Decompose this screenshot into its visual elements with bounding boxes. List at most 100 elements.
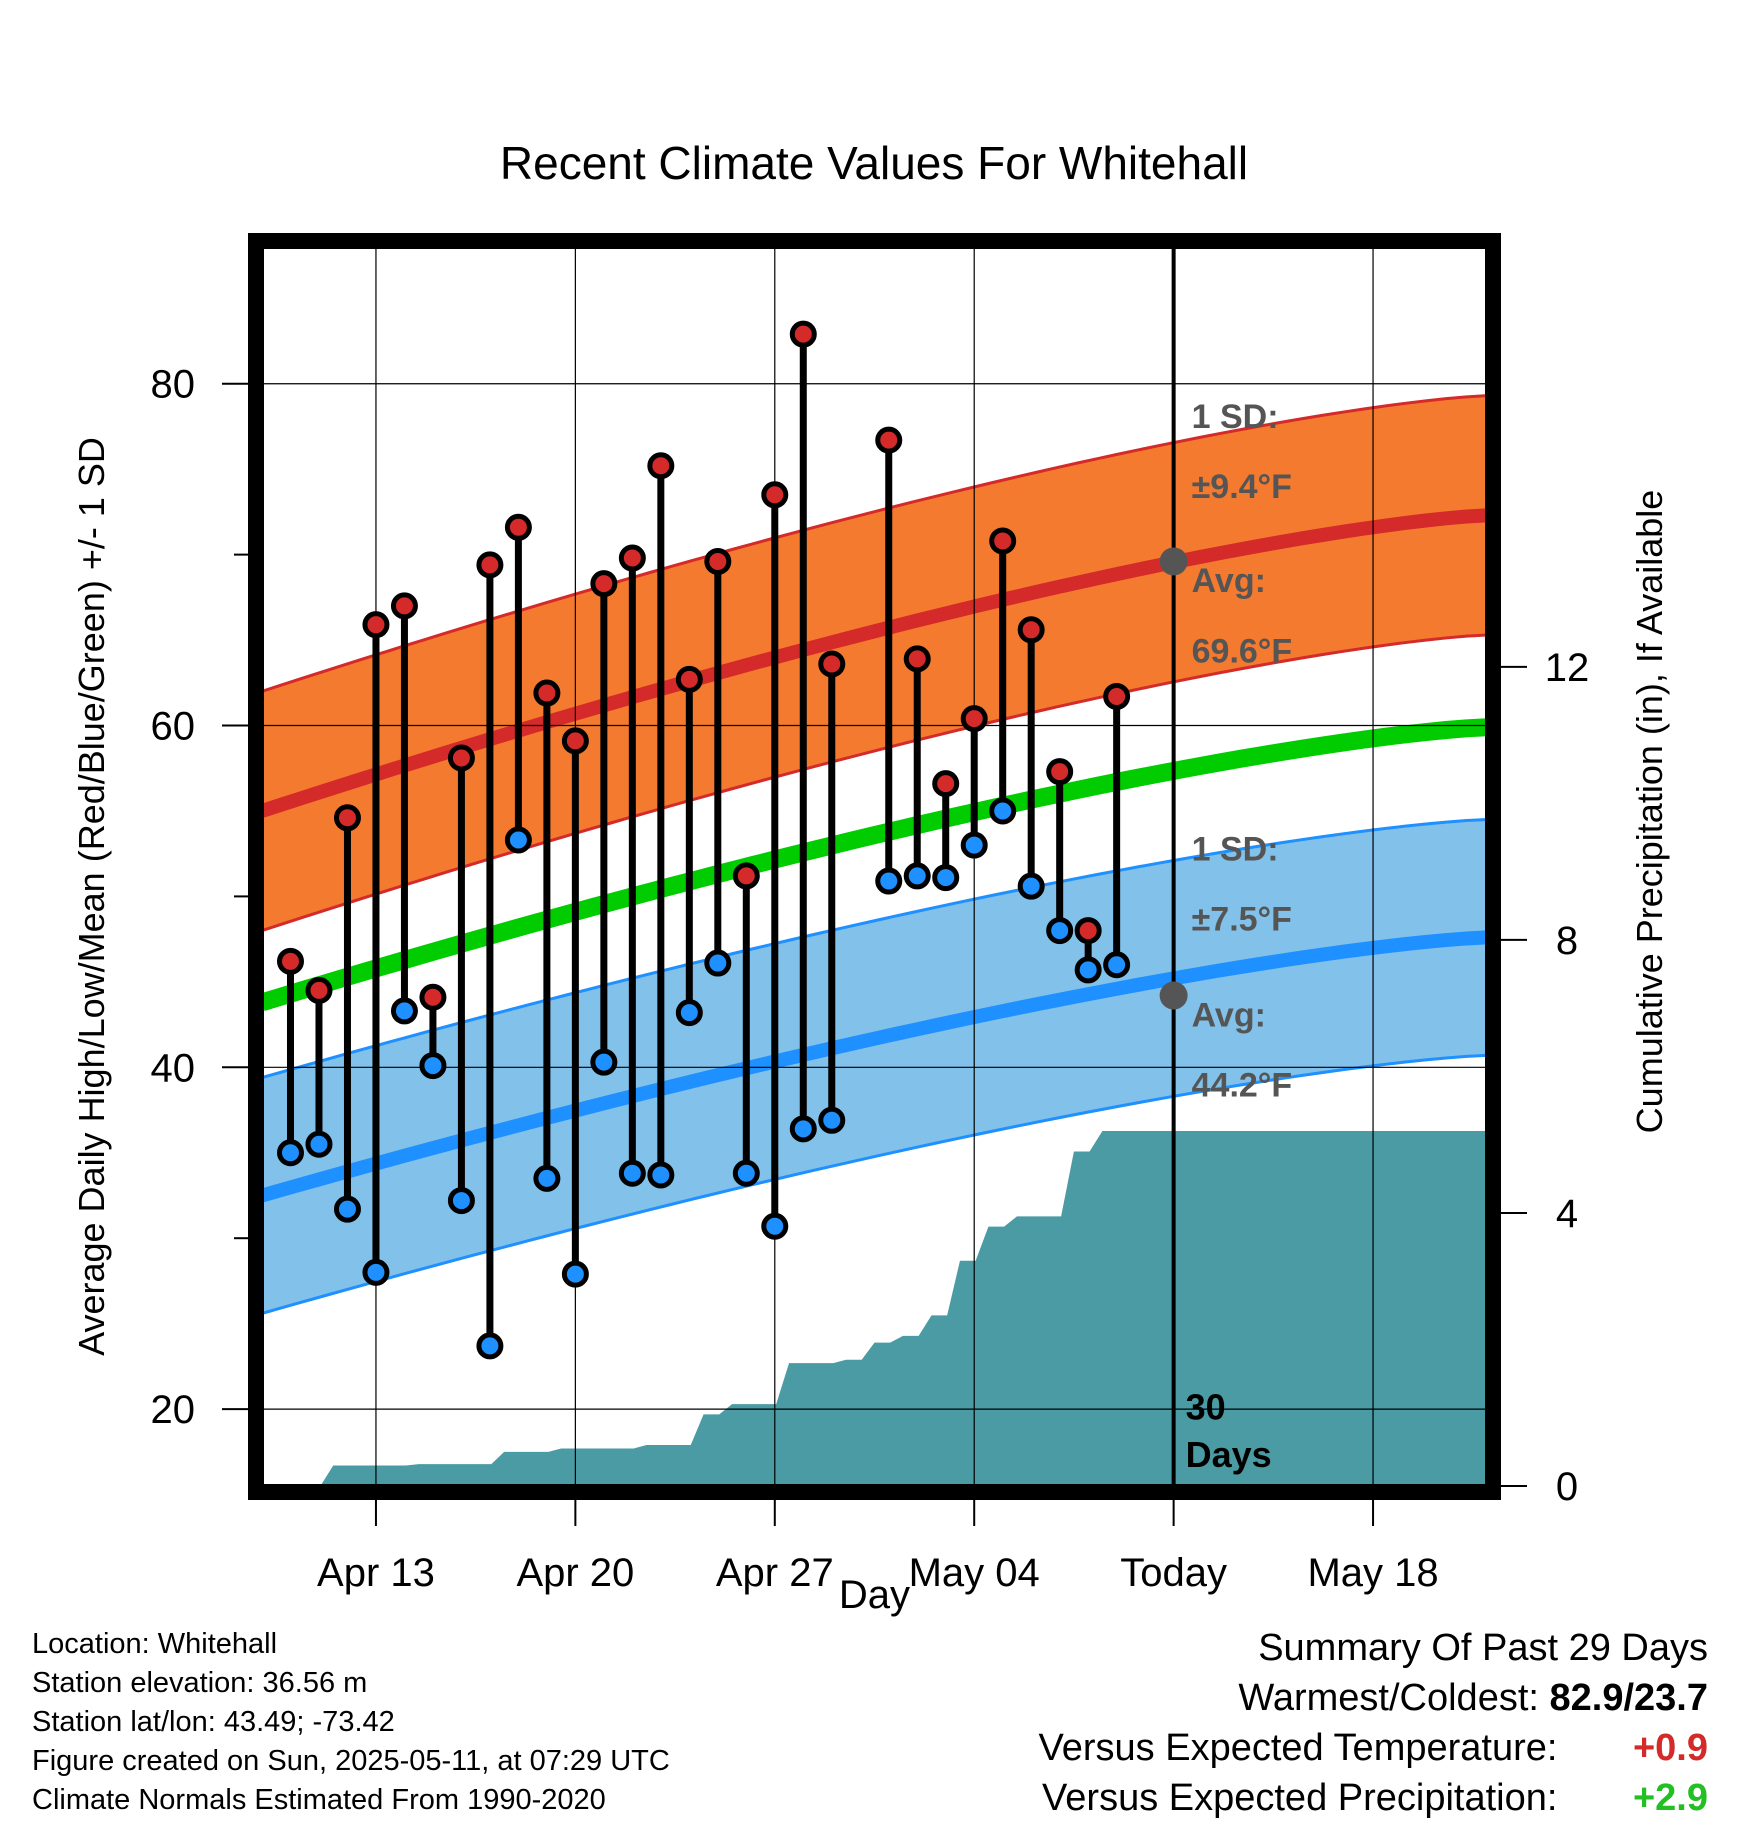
today-window-label-2: Days: [1186, 1434, 1272, 1475]
high-point: [590, 570, 618, 598]
high-point: [818, 650, 846, 678]
x-tick-label: Apr 13: [317, 1551, 435, 1595]
high-point: [1103, 682, 1131, 710]
temp-value: +0.9: [1632, 1727, 1708, 1769]
warm-cold-label: Warmest/Coldest:: [1238, 1677, 1539, 1719]
y-tick-label: 80: [151, 363, 196, 407]
low-point: [647, 1161, 675, 1189]
y2-tick-label: 4: [1556, 1192, 1578, 1236]
warm-cold-row: Warmest/Coldest: 82.9/23.7: [1039, 1673, 1708, 1723]
x-tick-label: May 04: [909, 1551, 1040, 1595]
high-point: [447, 744, 475, 772]
high-sd-band: [262, 395, 1487, 931]
low-point: [903, 862, 931, 890]
high-point: [618, 544, 646, 572]
high-point: [1017, 616, 1045, 644]
low-sd-lower-line: [262, 1053, 1487, 1315]
high-point: [875, 426, 903, 454]
low-point: [875, 867, 903, 895]
x-tick-label: May 18: [1307, 1551, 1438, 1595]
low-avg-value: 44.2°F: [1192, 1066, 1293, 1104]
plot-area: [262, 247, 1487, 1486]
high-sd-lower-line: [262, 633, 1487, 933]
chart-title: Recent Climate Values For Whitehall: [500, 137, 1248, 189]
high-point: [419, 983, 447, 1011]
low-sd-label: 1 SD:: [1192, 831, 1279, 869]
temp-label: Versus Expected Temperature:: [1038, 1727, 1558, 1769]
today-low-normal-marker: [1159, 981, 1188, 1010]
summary-title: Summary Of Past 29 Days: [1258, 1627, 1708, 1669]
low-point: [732, 1159, 760, 1187]
low-point: [504, 826, 532, 854]
high-sd-value: ±9.4°F: [1192, 468, 1292, 506]
high-sd-upper-line: [262, 394, 1487, 693]
y-tick-label: 40: [151, 1046, 196, 1090]
y2-tick-label: 0: [1556, 1465, 1578, 1509]
y-axis-ticks: [222, 382, 248, 1411]
high-point: [561, 727, 589, 755]
high-point: [1074, 917, 1102, 945]
today-high-normal-marker: [1159, 547, 1188, 576]
low-point: [276, 1139, 304, 1167]
latlon-text: Station lat/lon: 43.49; -73.42: [32, 1706, 395, 1738]
created-text: Figure created on Sun, 2025-05-11, at 07…: [32, 1745, 670, 1777]
high-point: [989, 527, 1017, 555]
high-point: [533, 679, 561, 707]
low-point: [533, 1164, 561, 1192]
low-point: [989, 797, 1017, 825]
low-point: [675, 999, 703, 1027]
low-point: [761, 1212, 789, 1240]
temp-row: Versus Expected Temperature: +0.9: [1039, 1723, 1708, 1773]
low-point: [618, 1159, 646, 1187]
low-point: [1103, 951, 1131, 979]
precip-row: Versus Expected Precipitation: +2.9: [1039, 1773, 1708, 1823]
mean-normal-line: [262, 718, 1487, 1011]
low-sd-value: ±7.5°F: [1192, 901, 1292, 939]
high-sd-label: 1 SD:: [1192, 398, 1279, 436]
y2-tick-label: 12: [1545, 646, 1590, 690]
low-point: [305, 1130, 333, 1158]
high-point: [704, 547, 732, 575]
low-point: [476, 1332, 504, 1360]
low-sd-upper-line: [262, 818, 1487, 1080]
high-point: [932, 770, 960, 798]
low-normal-line: [262, 930, 1487, 1203]
location-text: Location: Whitehall: [32, 1628, 278, 1660]
high-point: [732, 862, 760, 890]
low-avg-label: Avg:: [1192, 996, 1266, 1034]
low-point: [561, 1260, 589, 1288]
plot-frame: [248, 233, 1501, 1500]
high-point: [675, 665, 703, 693]
high-avg-value: 69.6°F: [1192, 632, 1293, 670]
high-avg-label: Avg:: [1192, 562, 1266, 600]
elevation-text: Station elevation: 36.56 m: [32, 1667, 368, 1699]
low-point: [390, 997, 418, 1025]
high-point: [903, 645, 931, 673]
low-point: [447, 1187, 475, 1215]
high-point: [761, 481, 789, 509]
high-point: [960, 705, 988, 733]
precip-value: +2.9: [1632, 1777, 1708, 1819]
x-tick-label: Apr 20: [516, 1551, 634, 1595]
low-point: [1017, 872, 1045, 900]
station-info: Location: Whitehall Station elevation: 3…: [32, 1625, 670, 1820]
warm-cold-value: 82.9/23.7: [1549, 1677, 1708, 1719]
climate-chart: Recent Climate Values For Whitehall 1 SD…: [71, 137, 1670, 1617]
high-point: [504, 513, 532, 541]
low-point: [590, 1048, 618, 1076]
high-point: [789, 320, 817, 348]
high-point: [390, 592, 418, 620]
high-point: [362, 611, 390, 639]
x-tick-label: Today: [1120, 1551, 1227, 1595]
today-window-label-1: 30: [1186, 1386, 1226, 1427]
low-point: [1046, 917, 1074, 945]
low-point: [789, 1115, 817, 1143]
high-point: [647, 452, 675, 480]
low-sd-band: [262, 819, 1487, 1314]
y2-tick-label: 8: [1556, 919, 1578, 963]
low-point: [362, 1258, 390, 1286]
y-axis-title: Average Daily High/Low/Mean (Red/Blue/Gr…: [71, 437, 112, 1356]
low-point: [932, 864, 960, 892]
normals-text: Climate Normals Estimated From 1990-2020: [32, 1784, 606, 1816]
y-tick-label: 60: [151, 705, 196, 749]
